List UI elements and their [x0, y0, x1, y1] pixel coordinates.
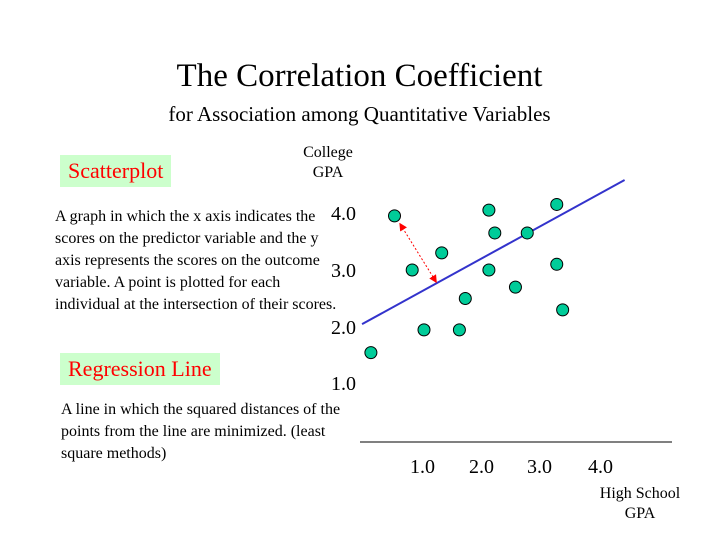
data-point — [435, 246, 449, 260]
y-tick-label: 2.0 — [331, 317, 356, 339]
data-point — [364, 346, 378, 360]
data-point — [550, 257, 564, 271]
slide-title: The Correlation Coefficient — [176, 58, 543, 94]
x-tick-label: 1.0 — [410, 456, 435, 478]
data-point — [508, 280, 522, 294]
regression-description: A line in which the squared distances of… — [61, 401, 341, 462]
data-point — [452, 323, 466, 337]
data-point — [458, 292, 472, 305]
regression-line-label: Regression Line — [60, 353, 220, 385]
y-axis-title-line1: College — [303, 144, 353, 161]
x-tick-label: 4.0 — [588, 456, 613, 478]
data-point — [417, 323, 431, 337]
scatterplot-description: A graph in which the x axis indicates th… — [55, 208, 337, 313]
data-point — [405, 263, 419, 277]
slide-subtitle: for Association among Quantitative Varia… — [168, 102, 551, 126]
residual-distance-arrow — [399, 222, 437, 284]
y-axis-title: College GPA — [293, 143, 363, 183]
y-tick-label: 1.0 — [331, 373, 356, 395]
y-tick-label: 4.0 — [331, 203, 356, 225]
data-point — [488, 226, 502, 240]
data-point — [388, 209, 401, 223]
data-point — [550, 197, 564, 211]
x-axis-title-line2: GPA — [624, 505, 656, 522]
x-tick-label: 3.0 — [527, 456, 552, 478]
data-point — [520, 226, 534, 240]
data-point — [482, 203, 496, 217]
x-axis-title-line1: High School — [599, 485, 681, 502]
scatterplot-label: Scatterplot — [60, 155, 172, 187]
regression-line — [361, 179, 626, 326]
x-tick-label: 2.0 — [469, 456, 494, 478]
x-axis-title: High School GPA — [585, 484, 695, 524]
data-point — [482, 263, 496, 277]
data-point — [556, 303, 570, 317]
y-axis-title-line2: GPA — [312, 164, 344, 181]
y-tick-label: 3.0 — [331, 260, 356, 282]
